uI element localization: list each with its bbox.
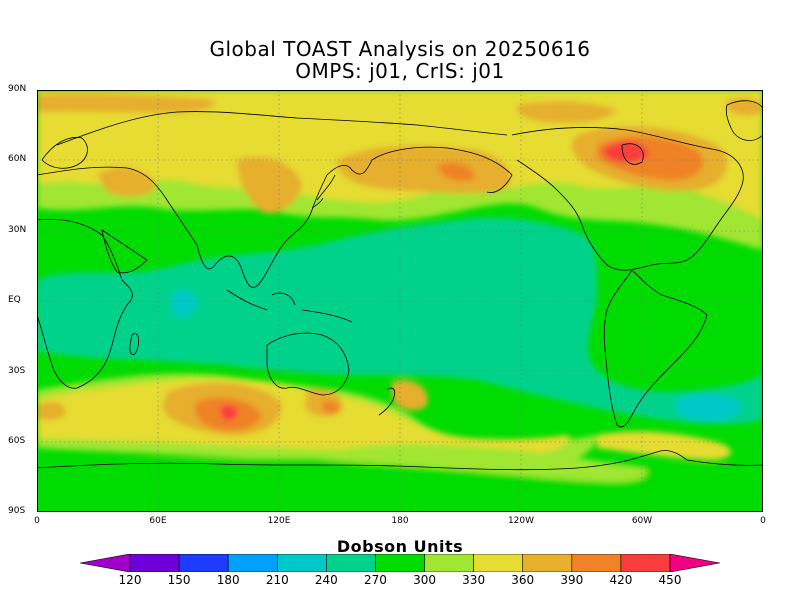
lon-label-60w: 60W xyxy=(631,516,653,526)
lon-label-60e: 60E xyxy=(149,516,167,526)
coastline-japan xyxy=(311,174,336,209)
lon-label-120e: 120E xyxy=(267,516,291,526)
colorbar-swatch xyxy=(375,554,425,572)
coastline-north-america xyxy=(511,127,744,271)
chart-title-line-1: Global TOAST Analysis on 20250616 xyxy=(209,37,591,61)
colorbar-swatch xyxy=(276,554,327,572)
coastline-greenland xyxy=(725,100,763,141)
coastline-arctic xyxy=(56,111,508,146)
lon-label-120w: 120W xyxy=(507,516,535,526)
colorbar-tick-label: 390 xyxy=(560,573,584,587)
colorbar xyxy=(80,554,720,572)
colorbar-tick-label: 450 xyxy=(658,573,682,587)
coastlines xyxy=(37,100,763,471)
chart-title-line-2: OMPS: j01, CrIS: j01 xyxy=(295,59,505,83)
colorbar-swatch xyxy=(326,554,376,572)
colorbar-tick-label: 120 xyxy=(118,573,142,587)
lon-label-180: 180 xyxy=(391,516,409,526)
coastline-madagascar xyxy=(129,333,140,355)
coastline-arabia xyxy=(101,229,148,274)
coastline-new-zealand xyxy=(378,387,395,416)
colorbar-tick-label: 180 xyxy=(216,573,240,587)
colorbar-tick-label: 240 xyxy=(314,573,338,587)
colorbar-underflow-triangle xyxy=(80,554,131,572)
lat-label-60n: 60N xyxy=(8,154,27,164)
lon-label-0-east: 0 xyxy=(760,516,766,526)
coastline-indonesia xyxy=(226,289,353,323)
colorbar-units-label: Dobson Units xyxy=(336,537,464,556)
coastline-antarctica xyxy=(37,450,763,471)
coastline-scandinavia xyxy=(41,137,88,169)
colorbar-swatch xyxy=(522,554,573,572)
lat-label-60s: 60S xyxy=(8,436,26,446)
lat-label-90s: 90S xyxy=(8,506,26,516)
coastline-hudson-bay xyxy=(621,143,644,165)
colorbar-tick-label: 330 xyxy=(462,573,486,587)
colorbar-tick-label: 300 xyxy=(413,573,436,587)
colorbar-tick-label: 360 xyxy=(511,573,535,587)
lat-label-eq: EQ xyxy=(8,295,21,305)
coastline-australia xyxy=(266,332,350,396)
colorbar-swatch xyxy=(178,554,229,572)
lat-label-30s: 30S xyxy=(8,366,26,376)
colorbar-swatch xyxy=(620,554,671,572)
graticule xyxy=(37,90,763,512)
colorbar-swatch xyxy=(571,554,622,572)
ozone-map xyxy=(37,90,763,512)
lat-label-90n: 90N xyxy=(8,84,27,94)
colorbar-overflow-triangle xyxy=(669,554,720,572)
ozone-contours xyxy=(37,90,763,512)
colorbar-tick-label: 210 xyxy=(265,573,289,587)
colorbar-swatch xyxy=(473,554,524,572)
colorbar-swatch xyxy=(424,554,474,572)
coastline-eurasia xyxy=(37,146,513,288)
coastline-south-america xyxy=(603,269,708,428)
map-frame xyxy=(37,90,763,512)
coastline-africa xyxy=(37,218,133,389)
colorbar-tick-label: 270 xyxy=(364,573,387,587)
colorbar-swatch xyxy=(129,554,180,572)
lat-label-30n: 30N xyxy=(8,225,27,235)
lon-label-0: 0 xyxy=(34,516,40,526)
colorbar-swatch xyxy=(227,554,278,572)
colorbar-tick-label: 150 xyxy=(167,573,191,587)
colorbar-tick-label: 420 xyxy=(609,573,633,587)
